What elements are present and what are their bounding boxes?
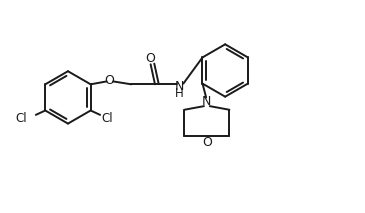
- Text: O: O: [145, 52, 155, 65]
- Text: O: O: [105, 74, 115, 87]
- Text: N: N: [175, 80, 184, 93]
- Text: N: N: [202, 95, 212, 108]
- Text: H: H: [175, 87, 184, 100]
- Text: O: O: [202, 136, 212, 149]
- Text: Cl: Cl: [101, 112, 113, 125]
- Text: Cl: Cl: [15, 112, 27, 125]
